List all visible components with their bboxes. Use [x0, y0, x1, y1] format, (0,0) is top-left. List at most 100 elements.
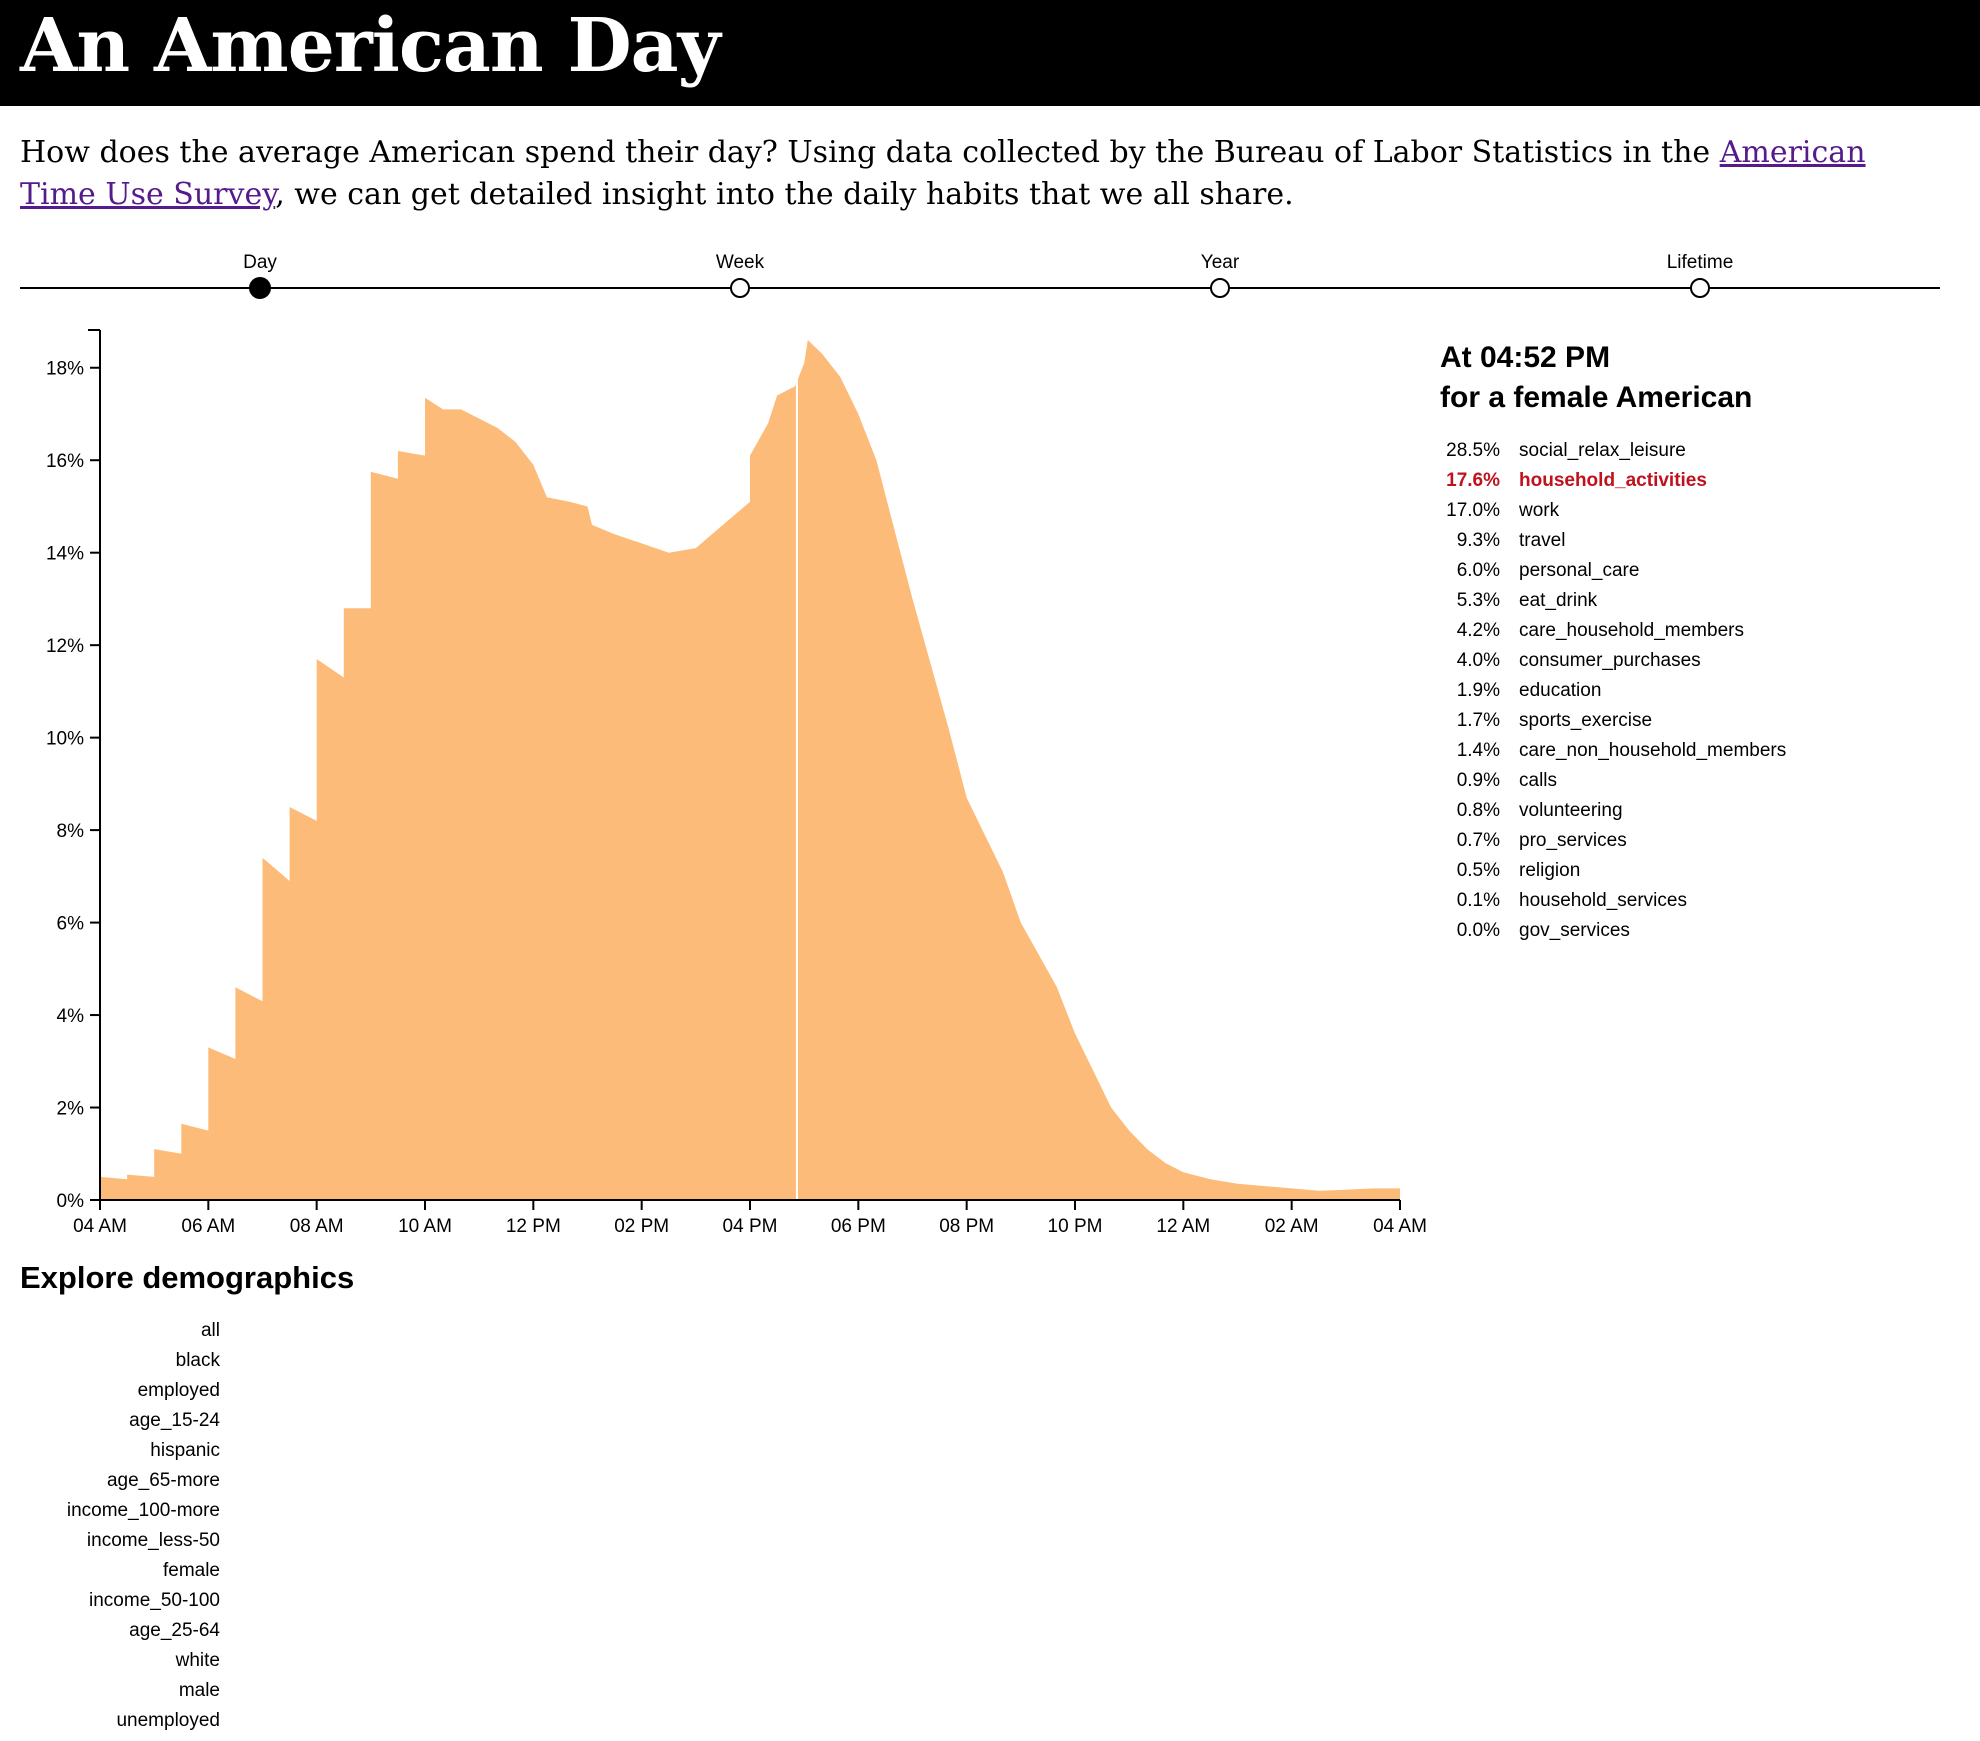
- activity-name: eat_drink: [1519, 590, 1598, 611]
- x-tick-label: 02 PM: [614, 1216, 669, 1237]
- y-tick-label: 2%: [57, 1099, 85, 1120]
- x-tick-label: 12 AM: [1156, 1216, 1210, 1237]
- info-title: At 04:52 PM for a female American: [1440, 338, 1752, 418]
- x-tick-label: 10 PM: [1048, 1216, 1103, 1237]
- activity-percent: 0.9%: [1456, 770, 1500, 791]
- demographic-option-age_25-64[interactable]: age_25-64: [129, 1620, 220, 1641]
- activity-name: care_household_members: [1519, 620, 1744, 641]
- timescale-label-lifetime: Lifetime: [1667, 252, 1734, 273]
- activity-row-religion: 0.5% religion: [1440, 856, 1786, 886]
- x-tick-label: 10 AM: [398, 1216, 452, 1237]
- y-tick-label: 0%: [57, 1191, 85, 1212]
- demographic-option-white[interactable]: white: [175, 1650, 220, 1671]
- demographics-list: all black employed age_15-24 hispanic age_65-…: [20, 1316, 220, 1736]
- activity-row-calls: 0.9% calls: [1440, 766, 1786, 796]
- demographic-option-male[interactable]: male: [178, 1680, 220, 1701]
- info-time: At 04:52 PM: [1440, 341, 1611, 374]
- x-tick-label: 06 AM: [181, 1216, 235, 1237]
- demographic-option-black[interactable]: black: [175, 1350, 220, 1371]
- demographic-option-female[interactable]: female: [162, 1560, 220, 1581]
- activity-name: household_activities: [1519, 470, 1707, 491]
- activity-percent: 1.9%: [1456, 680, 1500, 701]
- x-tick-label: 04 AM: [1373, 1216, 1427, 1237]
- activity-percent: 0.1%: [1456, 890, 1500, 911]
- activity-percent: 0.7%: [1456, 830, 1500, 851]
- timescale-label-year: Year: [1201, 252, 1240, 273]
- intro-text-after: , we can get detailed insight into the d…: [275, 177, 1294, 212]
- activity-percent: 5.3%: [1456, 590, 1500, 611]
- y-tick-label: 4%: [57, 1006, 85, 1027]
- activity-row-consumer-purchases: 4.0% consumer_purchases: [1440, 646, 1786, 676]
- page-header: An American Day: [0, 0, 1980, 106]
- timescale-option-lifetime[interactable]: Lifetime: [1667, 252, 1734, 298]
- demographic-option-age_65-more[interactable]: age_65-more: [106, 1470, 220, 1491]
- activity-row-care-non-household-members: 1.4% care_non_household_members: [1440, 736, 1787, 766]
- demographic-option-all[interactable]: all: [200, 1320, 220, 1341]
- x-tick-label: 12 PM: [506, 1216, 561, 1237]
- timescale-knob-day[interactable]: [249, 277, 271, 299]
- activity-percent: 9.3%: [1456, 530, 1500, 551]
- x-tick-label: 06 PM: [831, 1216, 886, 1237]
- timescale-knob-lifetime[interactable]: [1690, 278, 1710, 298]
- y-tick-label: 6%: [57, 914, 85, 935]
- timescale-label-day: Day: [243, 252, 277, 273]
- activity-percent: 4.2%: [1456, 620, 1500, 641]
- activity-name: social_relax_leisure: [1519, 440, 1686, 461]
- timescale-knob-year[interactable]: [1210, 278, 1230, 298]
- timescale-slider: Day Week Year Lifetime: [20, 252, 1940, 299]
- activity-name: care_non_household_members: [1519, 740, 1787, 761]
- activity-row-sports-exercise: 1.7% sports_exercise: [1440, 706, 1786, 736]
- atus-link[interactable]: American Time Use Survey: [20, 135, 1866, 212]
- activity-row-education: 1.9% education: [1440, 676, 1786, 706]
- activity-row-eat-drink: 5.3% eat_drink: [1440, 586, 1786, 616]
- activity-percent: 17.6%: [1446, 470, 1500, 491]
- intro-text-before: How does the average American spend thei…: [20, 135, 1720, 170]
- activity-percent: 0.5%: [1456, 860, 1500, 881]
- activity-area-chart[interactable]: 0% 2% 4% 6% 8% 10% 12% 14% 16% 18% 04 AM 06 AM 08 A…: [0, 320, 1440, 1240]
- activity-row-personal-care: 6.0% personal_care: [1440, 556, 1786, 586]
- activity-percent: 1.4%: [1456, 740, 1500, 761]
- demographic-option-income_100-more[interactable]: income_100-more: [66, 1500, 220, 1521]
- x-tick-label: 04 PM: [723, 1216, 778, 1237]
- activity-row-pro-services: 0.7% pro_services: [1440, 826, 1786, 856]
- demographic-option-income_50-100[interactable]: income_50-100: [89, 1590, 220, 1611]
- demographic-option-age_15-24[interactable]: age_15-24: [129, 1410, 220, 1431]
- chart-plot-area: [100, 340, 1400, 1200]
- y-axis: 0% 2% 4% 6% 8% 10% 12% 14% 16% 18%: [46, 329, 101, 1212]
- activity-percent: 1.7%: [1456, 710, 1500, 731]
- activity-row-volunteering: 0.8% volunteering: [1440, 796, 1786, 826]
- activity-percent: 4.0%: [1456, 650, 1500, 671]
- activity-row-household-activities: 17.6% household_activities: [1440, 466, 1786, 496]
- y-tick-label: 8%: [57, 821, 85, 842]
- activity-row-social-relax-leisure: 28.5% social_relax_leisure: [1440, 436, 1786, 466]
- y-tick-label: 10%: [46, 729, 84, 750]
- page-title: An American Day: [20, 3, 721, 89]
- activity-name: religion: [1519, 860, 1581, 881]
- timescale-option-year[interactable]: Year: [1201, 252, 1240, 298]
- activity-percent: 6.0%: [1456, 560, 1500, 581]
- activity-row-household-services: 0.1% household_services: [1440, 886, 1786, 916]
- y-tick-label: 16%: [46, 451, 84, 472]
- timescale-option-day[interactable]: Day: [243, 252, 277, 299]
- demographic-option-hispanic[interactable]: hispanic: [150, 1440, 220, 1461]
- activity-name: gov_services: [1519, 920, 1630, 941]
- activity-share-area: [100, 340, 1400, 1200]
- x-tick-label: 08 AM: [290, 1216, 344, 1237]
- intro-paragraph: How does the average American spend thei…: [20, 132, 1940, 216]
- info-group: for a female American: [1440, 381, 1753, 414]
- timescale-knob-week[interactable]: [730, 278, 750, 298]
- demographic-option-employed[interactable]: employed: [137, 1380, 220, 1401]
- timescale-label-week: Week: [716, 252, 765, 273]
- activity-name: household_services: [1519, 890, 1687, 911]
- y-tick-label: 14%: [46, 544, 84, 565]
- demographic-option-income_less-50[interactable]: income_less-50: [86, 1530, 220, 1551]
- activity-percent: 0.0%: [1456, 920, 1500, 941]
- activity-row-care-household-members: 4.2% care_household_members: [1440, 616, 1786, 646]
- timescale-option-week[interactable]: Week: [716, 252, 765, 298]
- activity-name: travel: [1519, 530, 1566, 551]
- demographic-option-unemployed[interactable]: unemployed: [116, 1710, 220, 1731]
- activity-name: pro_services: [1519, 830, 1627, 851]
- activity-percent: 17.0%: [1446, 500, 1500, 521]
- activity-row-travel: 9.3% travel: [1440, 526, 1786, 556]
- activity-name: personal_care: [1519, 560, 1640, 581]
